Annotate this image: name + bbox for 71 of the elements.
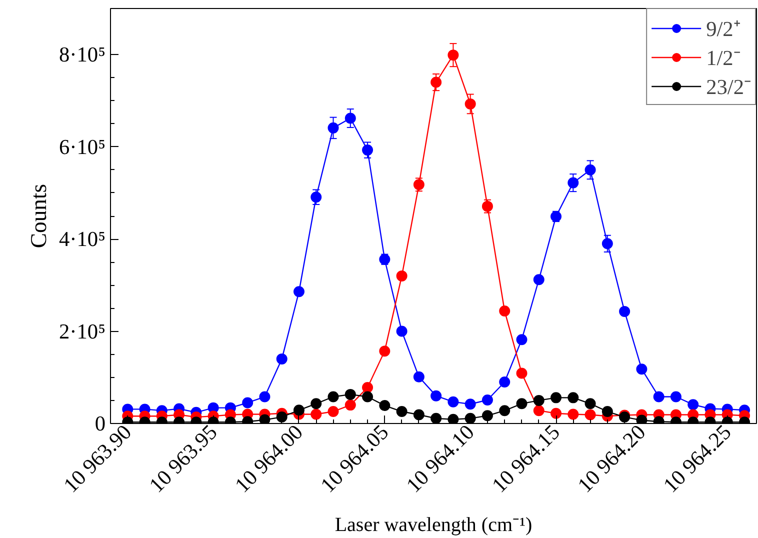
point [259,391,270,402]
y-tick-label: 8·10⁵ [58,42,106,67]
point [482,394,493,406]
point [448,414,459,424]
point [653,391,664,402]
point [464,98,476,110]
point [396,270,408,282]
point [328,391,339,402]
legend-label: 9/2⁺ [706,16,740,42]
point [499,405,510,416]
point [293,286,304,298]
point [259,414,270,424]
point [362,382,374,394]
point [362,144,374,156]
point [482,410,493,422]
point [533,394,544,406]
point [310,398,322,410]
y-tick-label: 2·10⁵ [58,319,106,344]
point [636,414,648,424]
point [533,274,544,286]
point [499,376,510,388]
point [670,391,682,402]
point [464,412,476,424]
point [344,112,356,124]
point [242,397,254,408]
x-axis-title: Laser wavelength (cm⁻¹) [334,514,532,536]
point [448,50,459,61]
point [344,400,356,411]
y-tick-label: 6·10⁵ [58,134,106,159]
point [310,192,322,203]
y-tick-label: 4·10⁵ [58,227,106,252]
point [568,177,579,188]
point [379,400,390,412]
point [310,408,322,420]
point [276,353,288,364]
y-axis-title: Counts [26,184,51,248]
point [602,406,613,417]
point [396,406,408,417]
point [430,390,442,402]
point [276,412,288,423]
point [636,364,648,375]
point [516,334,528,346]
point [602,238,613,250]
point [584,164,596,176]
point [362,391,374,402]
point [464,398,476,410]
point [550,408,562,419]
point [533,405,544,416]
point [516,398,528,410]
point [379,346,390,357]
point [293,404,304,416]
point [413,409,424,420]
point [584,409,596,420]
point [516,368,528,379]
point [448,396,459,408]
point [413,371,424,382]
point [584,398,596,410]
point [430,412,442,424]
legend-label: 1/2⁻ [706,45,740,71]
point [568,392,579,404]
point [550,392,562,404]
point [396,326,408,337]
point [499,306,510,316]
legend-label: 23/2⁻ [706,74,751,100]
point [619,306,630,317]
point [328,122,339,134]
point [688,399,699,410]
point [328,406,339,417]
point [430,76,442,88]
point [568,408,579,420]
point [344,388,356,400]
